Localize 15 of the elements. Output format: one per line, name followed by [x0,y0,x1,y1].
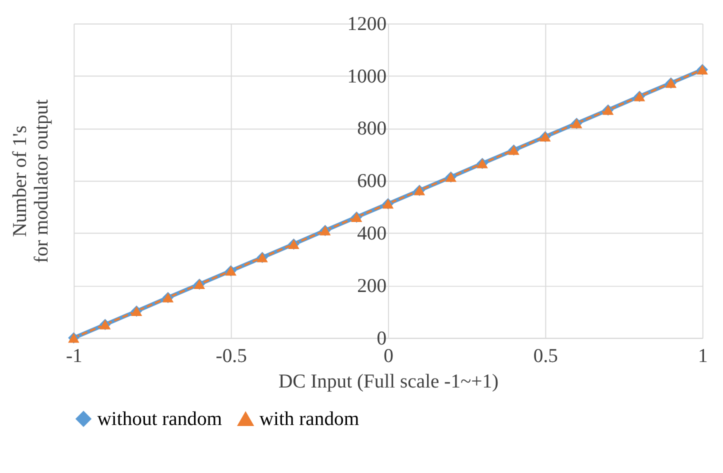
y-tick-label: 1000 [347,65,387,88]
y-axis-title: Number of 1's for modulator output [9,98,53,263]
y-tick-label: 800 [357,118,387,140]
y-tick-label: 600 [357,170,387,192]
y-tick-label: 1200 [347,12,387,35]
x-tick-label: 1 [698,344,708,367]
y-tick-label: 0 [376,327,387,350]
y-tick-label: 400 [357,222,387,244]
legend-label: without random [97,408,222,430]
x-tick-label: 0.5 [533,344,558,367]
x-axis-title: DC Input (Full scale -1~+1) [278,370,499,392]
legend-label: with random [259,408,360,430]
x-tick-label: -1 [66,344,82,367]
x-tick-label: -0.5 [216,344,248,367]
y-tick-label: 200 [357,274,387,297]
